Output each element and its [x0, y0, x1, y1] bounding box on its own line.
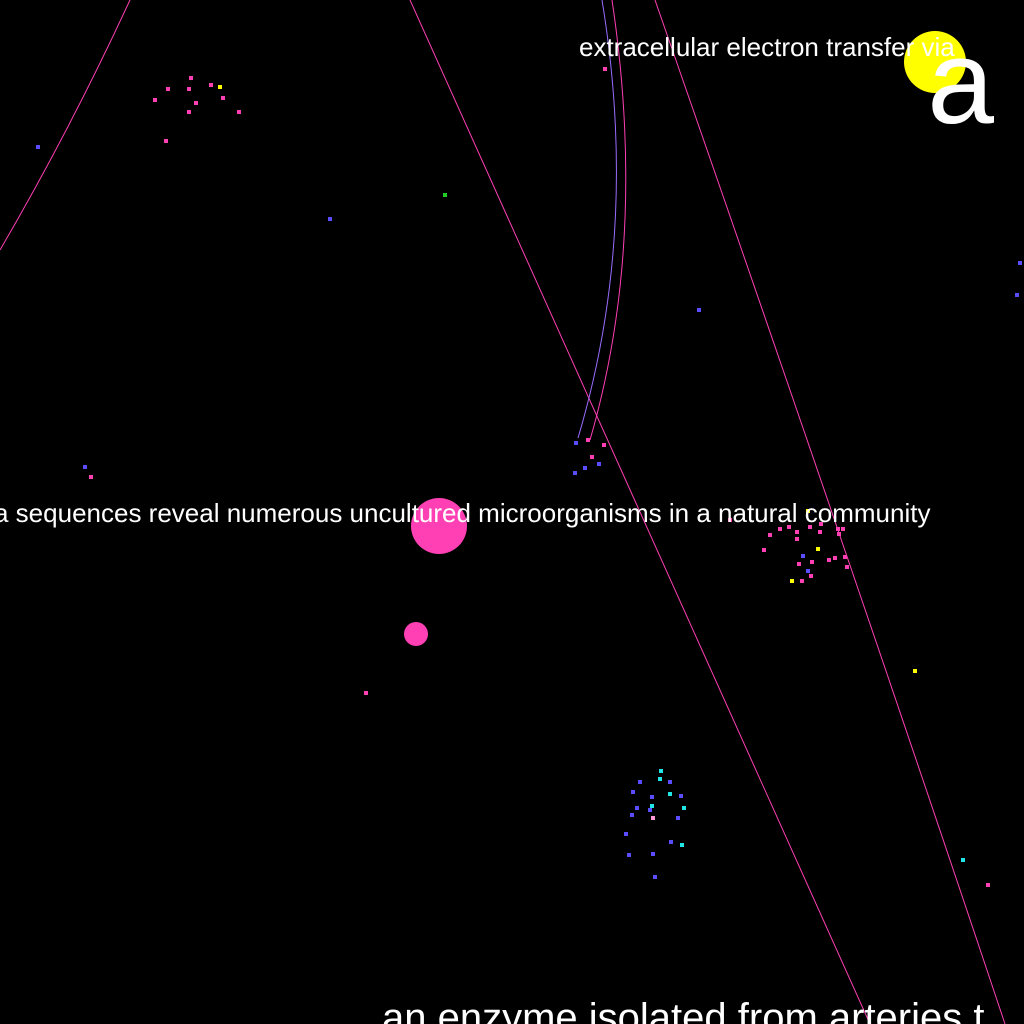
- node-dot[interactable]: [961, 858, 965, 862]
- node-dot[interactable]: [728, 518, 732, 522]
- node-label-top: extracellular electron transfer via: [579, 32, 955, 62]
- node-dot[interactable]: [762, 548, 766, 552]
- node-dot[interactable]: [768, 533, 772, 537]
- node-dot[interactable]: [833, 556, 837, 560]
- node-dot[interactable]: [797, 562, 801, 566]
- node-dot[interactable]: [635, 806, 639, 810]
- node-dot[interactable]: [809, 574, 813, 578]
- node-dot[interactable]: [328, 217, 332, 221]
- node-dot[interactable]: [668, 780, 672, 784]
- node-dot[interactable]: [806, 569, 810, 573]
- node-dot[interactable]: [787, 525, 791, 529]
- node-dot[interactable]: [574, 441, 578, 445]
- node-dot[interactable]: [638, 780, 642, 784]
- node-dot[interactable]: [583, 466, 587, 470]
- node-dot[interactable]: [648, 808, 652, 812]
- node-dot[interactable]: [650, 804, 654, 808]
- node-dot[interactable]: [209, 83, 213, 87]
- medium-pink-node[interactable]: [404, 622, 428, 646]
- node-dot[interactable]: [624, 832, 628, 836]
- large-pink-node[interactable]: [411, 498, 467, 554]
- node-dot[interactable]: [194, 101, 198, 105]
- node-dot[interactable]: [845, 565, 849, 569]
- node-dot[interactable]: [36, 145, 40, 149]
- node-dot[interactable]: [913, 669, 917, 673]
- node-dot[interactable]: [837, 532, 841, 536]
- node-dot[interactable]: [818, 530, 822, 534]
- node-dot[interactable]: [221, 96, 225, 100]
- node-dot[interactable]: [627, 853, 631, 857]
- edge-curve-left: [0, 0, 131, 251]
- node-dot[interactable]: [237, 110, 241, 114]
- yellow-node[interactable]: [904, 31, 966, 93]
- node-dot[interactable]: [790, 579, 794, 583]
- node-dot[interactable]: [668, 792, 672, 796]
- node-label-middle: a sequences reveal numerous uncultured m…: [0, 498, 931, 528]
- node-dot[interactable]: [682, 806, 686, 810]
- node-dot[interactable]: [1015, 293, 1019, 297]
- node-dot[interactable]: [153, 98, 157, 102]
- node-dot[interactable]: [816, 547, 820, 551]
- node-dot[interactable]: [843, 555, 847, 559]
- node-dot[interactable]: [443, 193, 447, 197]
- node-dot[interactable]: [986, 883, 990, 887]
- edge-curve-violet-a: [577, 0, 617, 439]
- node-dot[interactable]: [658, 777, 662, 781]
- node-dot[interactable]: [827, 558, 831, 562]
- node-dot[interactable]: [590, 455, 594, 459]
- node-dot[interactable]: [630, 813, 634, 817]
- node-dot[interactable]: [819, 522, 823, 526]
- node-dot[interactable]: [795, 537, 799, 541]
- node-dot[interactable]: [650, 795, 654, 799]
- node-dot[interactable]: [218, 85, 222, 89]
- node-dot[interactable]: [189, 76, 193, 80]
- node-dot[interactable]: [651, 852, 655, 856]
- node-dot[interactable]: [89, 475, 93, 479]
- node-dot[interactable]: [166, 87, 170, 91]
- node-dot[interactable]: [808, 525, 812, 529]
- node-dot[interactable]: [778, 527, 782, 531]
- node-dot[interactable]: [602, 443, 606, 447]
- node-dot[interactable]: [679, 794, 683, 798]
- node-dot[interactable]: [603, 67, 607, 71]
- node-dot[interactable]: [795, 530, 799, 534]
- node-dot[interactable]: [653, 875, 657, 879]
- corner-letter: a: [927, 15, 994, 149]
- node-dot[interactable]: [631, 790, 635, 794]
- node-dot[interactable]: [597, 462, 601, 466]
- node-dot[interactable]: [187, 110, 191, 114]
- edge-curve-diagonal: [409, 0, 871, 1024]
- node-dot[interactable]: [586, 438, 590, 442]
- node-dot[interactable]: [364, 691, 368, 695]
- node-dot[interactable]: [164, 139, 168, 143]
- node-dot[interactable]: [806, 509, 810, 513]
- node-dot[interactable]: [651, 816, 655, 820]
- node-dot[interactable]: [1018, 261, 1022, 265]
- node-dot[interactable]: [676, 816, 680, 820]
- node-dot[interactable]: [659, 769, 663, 773]
- node-dot[interactable]: [680, 843, 684, 847]
- node-dot[interactable]: [83, 465, 87, 469]
- node-dot[interactable]: [669, 840, 673, 844]
- node-dot[interactable]: [573, 471, 577, 475]
- node-dot[interactable]: [836, 527, 840, 531]
- node-dot[interactable]: [841, 527, 845, 531]
- node-dot[interactable]: [187, 87, 191, 91]
- node-label-bottom: an enzyme isolated from arteries t: [382, 996, 985, 1024]
- node-dot[interactable]: [697, 308, 701, 312]
- node-dot[interactable]: [810, 560, 814, 564]
- node-dot[interactable]: [800, 579, 804, 583]
- node-dot[interactable]: [801, 554, 805, 558]
- edge-curve-violet-b: [589, 0, 627, 441]
